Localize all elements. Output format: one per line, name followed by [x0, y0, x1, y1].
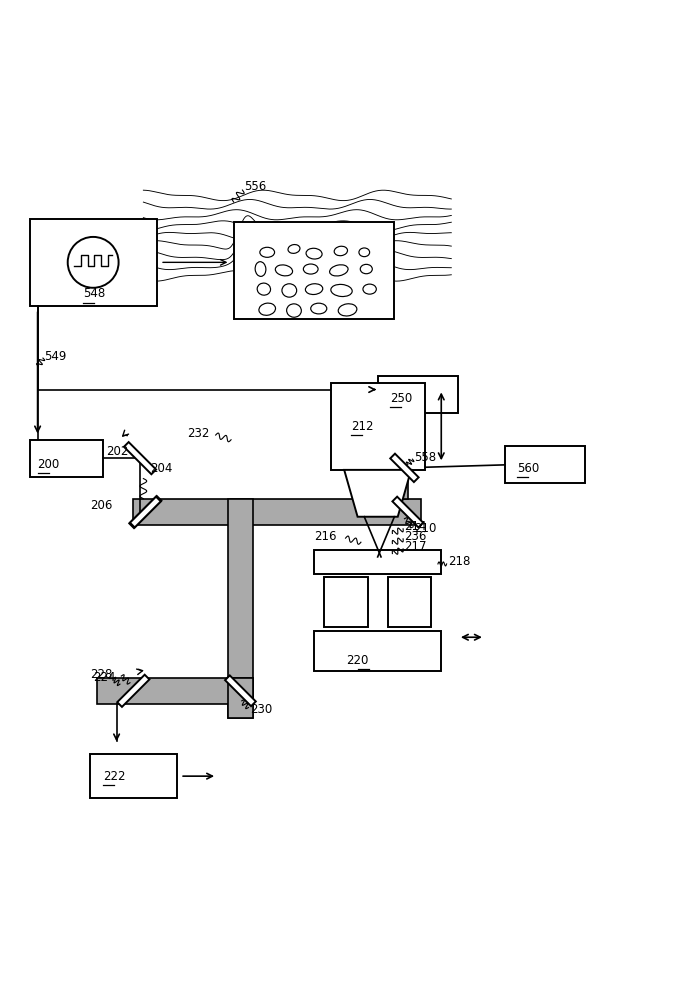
- Text: 549: 549: [45, 350, 67, 363]
- Text: 210: 210: [414, 522, 437, 535]
- Text: 250: 250: [389, 392, 412, 405]
- Bar: [134, 499, 421, 525]
- Text: 220: 220: [346, 654, 369, 667]
- Polygon shape: [130, 496, 161, 528]
- Text: 548: 548: [83, 287, 105, 300]
- Text: 214: 214: [404, 520, 427, 533]
- Bar: [378, 376, 458, 413]
- Bar: [234, 222, 394, 319]
- Polygon shape: [124, 442, 156, 474]
- Bar: [227, 678, 253, 718]
- Text: 556: 556: [244, 180, 266, 193]
- Text: 204: 204: [150, 462, 172, 475]
- Text: 236: 236: [404, 530, 427, 543]
- Text: 217: 217: [404, 540, 427, 553]
- Bar: [324, 577, 368, 627]
- Text: 232: 232: [188, 427, 210, 440]
- Text: 558: 558: [414, 451, 437, 464]
- Text: 200: 200: [38, 458, 60, 471]
- Polygon shape: [344, 470, 411, 517]
- Text: 230: 230: [250, 703, 273, 716]
- Bar: [505, 446, 585, 483]
- Bar: [30, 219, 157, 306]
- Text: 224: 224: [93, 671, 115, 684]
- Bar: [97, 678, 253, 704]
- Text: 218: 218: [448, 555, 470, 568]
- Polygon shape: [130, 497, 161, 527]
- Bar: [387, 577, 431, 627]
- Polygon shape: [390, 454, 418, 482]
- Text: 560: 560: [517, 462, 539, 475]
- Bar: [331, 383, 425, 470]
- Bar: [314, 550, 441, 574]
- Bar: [227, 499, 253, 718]
- Bar: [314, 631, 441, 671]
- Bar: [381, 413, 408, 499]
- Text: 206: 206: [90, 499, 112, 512]
- Text: 202: 202: [107, 445, 129, 458]
- Text: 212: 212: [351, 420, 373, 433]
- Text: 222: 222: [103, 770, 126, 783]
- Polygon shape: [392, 497, 423, 527]
- Text: 228: 228: [90, 668, 112, 681]
- Text: 216: 216: [314, 530, 337, 543]
- Bar: [90, 754, 177, 798]
- Polygon shape: [117, 675, 149, 707]
- Polygon shape: [225, 675, 256, 706]
- Circle shape: [68, 237, 119, 288]
- Bar: [30, 440, 103, 477]
